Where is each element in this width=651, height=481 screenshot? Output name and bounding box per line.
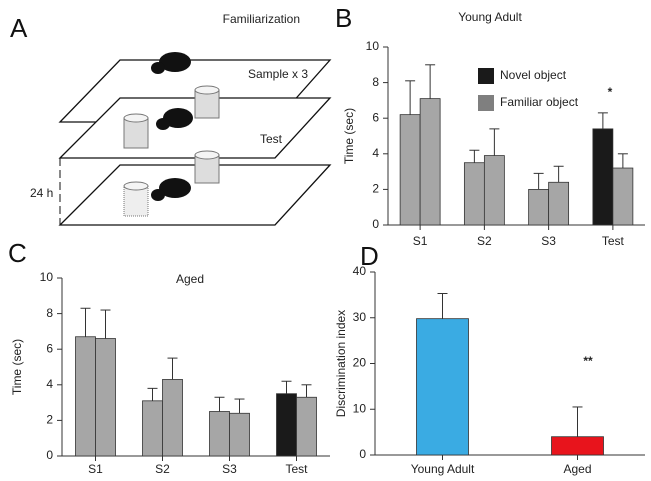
chart-title: Young Adult <box>458 10 522 24</box>
x-tick-label: S2 <box>477 234 492 248</box>
y-tick-label: 40 <box>353 264 367 278</box>
panel-letter: A <box>10 13 28 43</box>
bar <box>417 319 469 455</box>
bar <box>230 413 250 456</box>
y-tick-label: 8 <box>46 306 53 320</box>
y-tick-label: 20 <box>353 356 367 370</box>
legend-label: Novel object <box>500 68 567 82</box>
bar <box>549 182 569 225</box>
bar <box>420 99 440 225</box>
panel-letter: C <box>8 238 27 268</box>
panel-letter: B <box>335 3 352 33</box>
bar <box>552 437 604 455</box>
y-tick-label: 4 <box>372 146 379 160</box>
bar <box>593 129 613 225</box>
y-tick-label: 6 <box>46 341 53 355</box>
y-tick-label: 30 <box>353 310 367 324</box>
bar <box>143 401 163 456</box>
bar <box>277 394 297 456</box>
significance: ** <box>583 354 593 368</box>
y-tick-label: 2 <box>372 182 379 196</box>
y-tick-label: 2 <box>46 413 53 427</box>
y-tick-label: 0 <box>46 448 53 462</box>
x-tick-label: Test <box>285 462 308 476</box>
bar <box>210 412 230 457</box>
legend-label: Familiar object <box>500 95 579 109</box>
significance: * <box>608 85 613 99</box>
y-tick-label: 10 <box>40 270 54 284</box>
x-tick-label: S2 <box>155 462 170 476</box>
figure: A Familiarization Sample x 3 Test 24 h B… <box>0 0 651 481</box>
y-axis-label: Time (sec) <box>342 108 356 164</box>
x-tick-label: S1 <box>88 462 103 476</box>
bar <box>613 168 633 225</box>
bar <box>484 156 504 225</box>
bar <box>297 397 317 456</box>
x-tick-label: S3 <box>541 234 556 248</box>
y-tick-label: 4 <box>46 377 53 391</box>
stage-label: Familiarization <box>223 12 300 26</box>
bar <box>400 115 420 225</box>
x-tick-label: Young Adult <box>411 462 475 476</box>
bar <box>529 189 549 225</box>
y-axis-label: Time (sec) <box>10 339 24 395</box>
bar <box>464 163 484 225</box>
x-tick-label: Aged <box>563 462 591 476</box>
stage-label: Test <box>260 132 283 146</box>
bar <box>163 379 183 456</box>
y-tick-label: 10 <box>366 39 380 53</box>
y-tick-label: 8 <box>372 75 379 89</box>
x-tick-label: Test <box>602 234 625 248</box>
stage-label: Sample x 3 <box>248 67 308 81</box>
x-tick-label: S3 <box>222 462 237 476</box>
y-tick-label: 6 <box>372 110 379 124</box>
delay-label: 24 h <box>30 186 53 200</box>
x-tick-label: S1 <box>413 234 428 248</box>
chart-title: Aged <box>176 272 204 286</box>
bar <box>76 337 96 456</box>
bar <box>96 339 116 456</box>
y-axis-label: Discrimination index <box>334 310 348 417</box>
y-tick-label: 0 <box>359 447 366 461</box>
y-tick-label: 10 <box>353 401 367 415</box>
legend-swatch <box>478 95 494 111</box>
legend-swatch <box>478 68 494 84</box>
diagram: Familiarization Sample x 3 Test 24 h <box>30 12 330 225</box>
y-tick-label: 0 <box>372 217 379 231</box>
